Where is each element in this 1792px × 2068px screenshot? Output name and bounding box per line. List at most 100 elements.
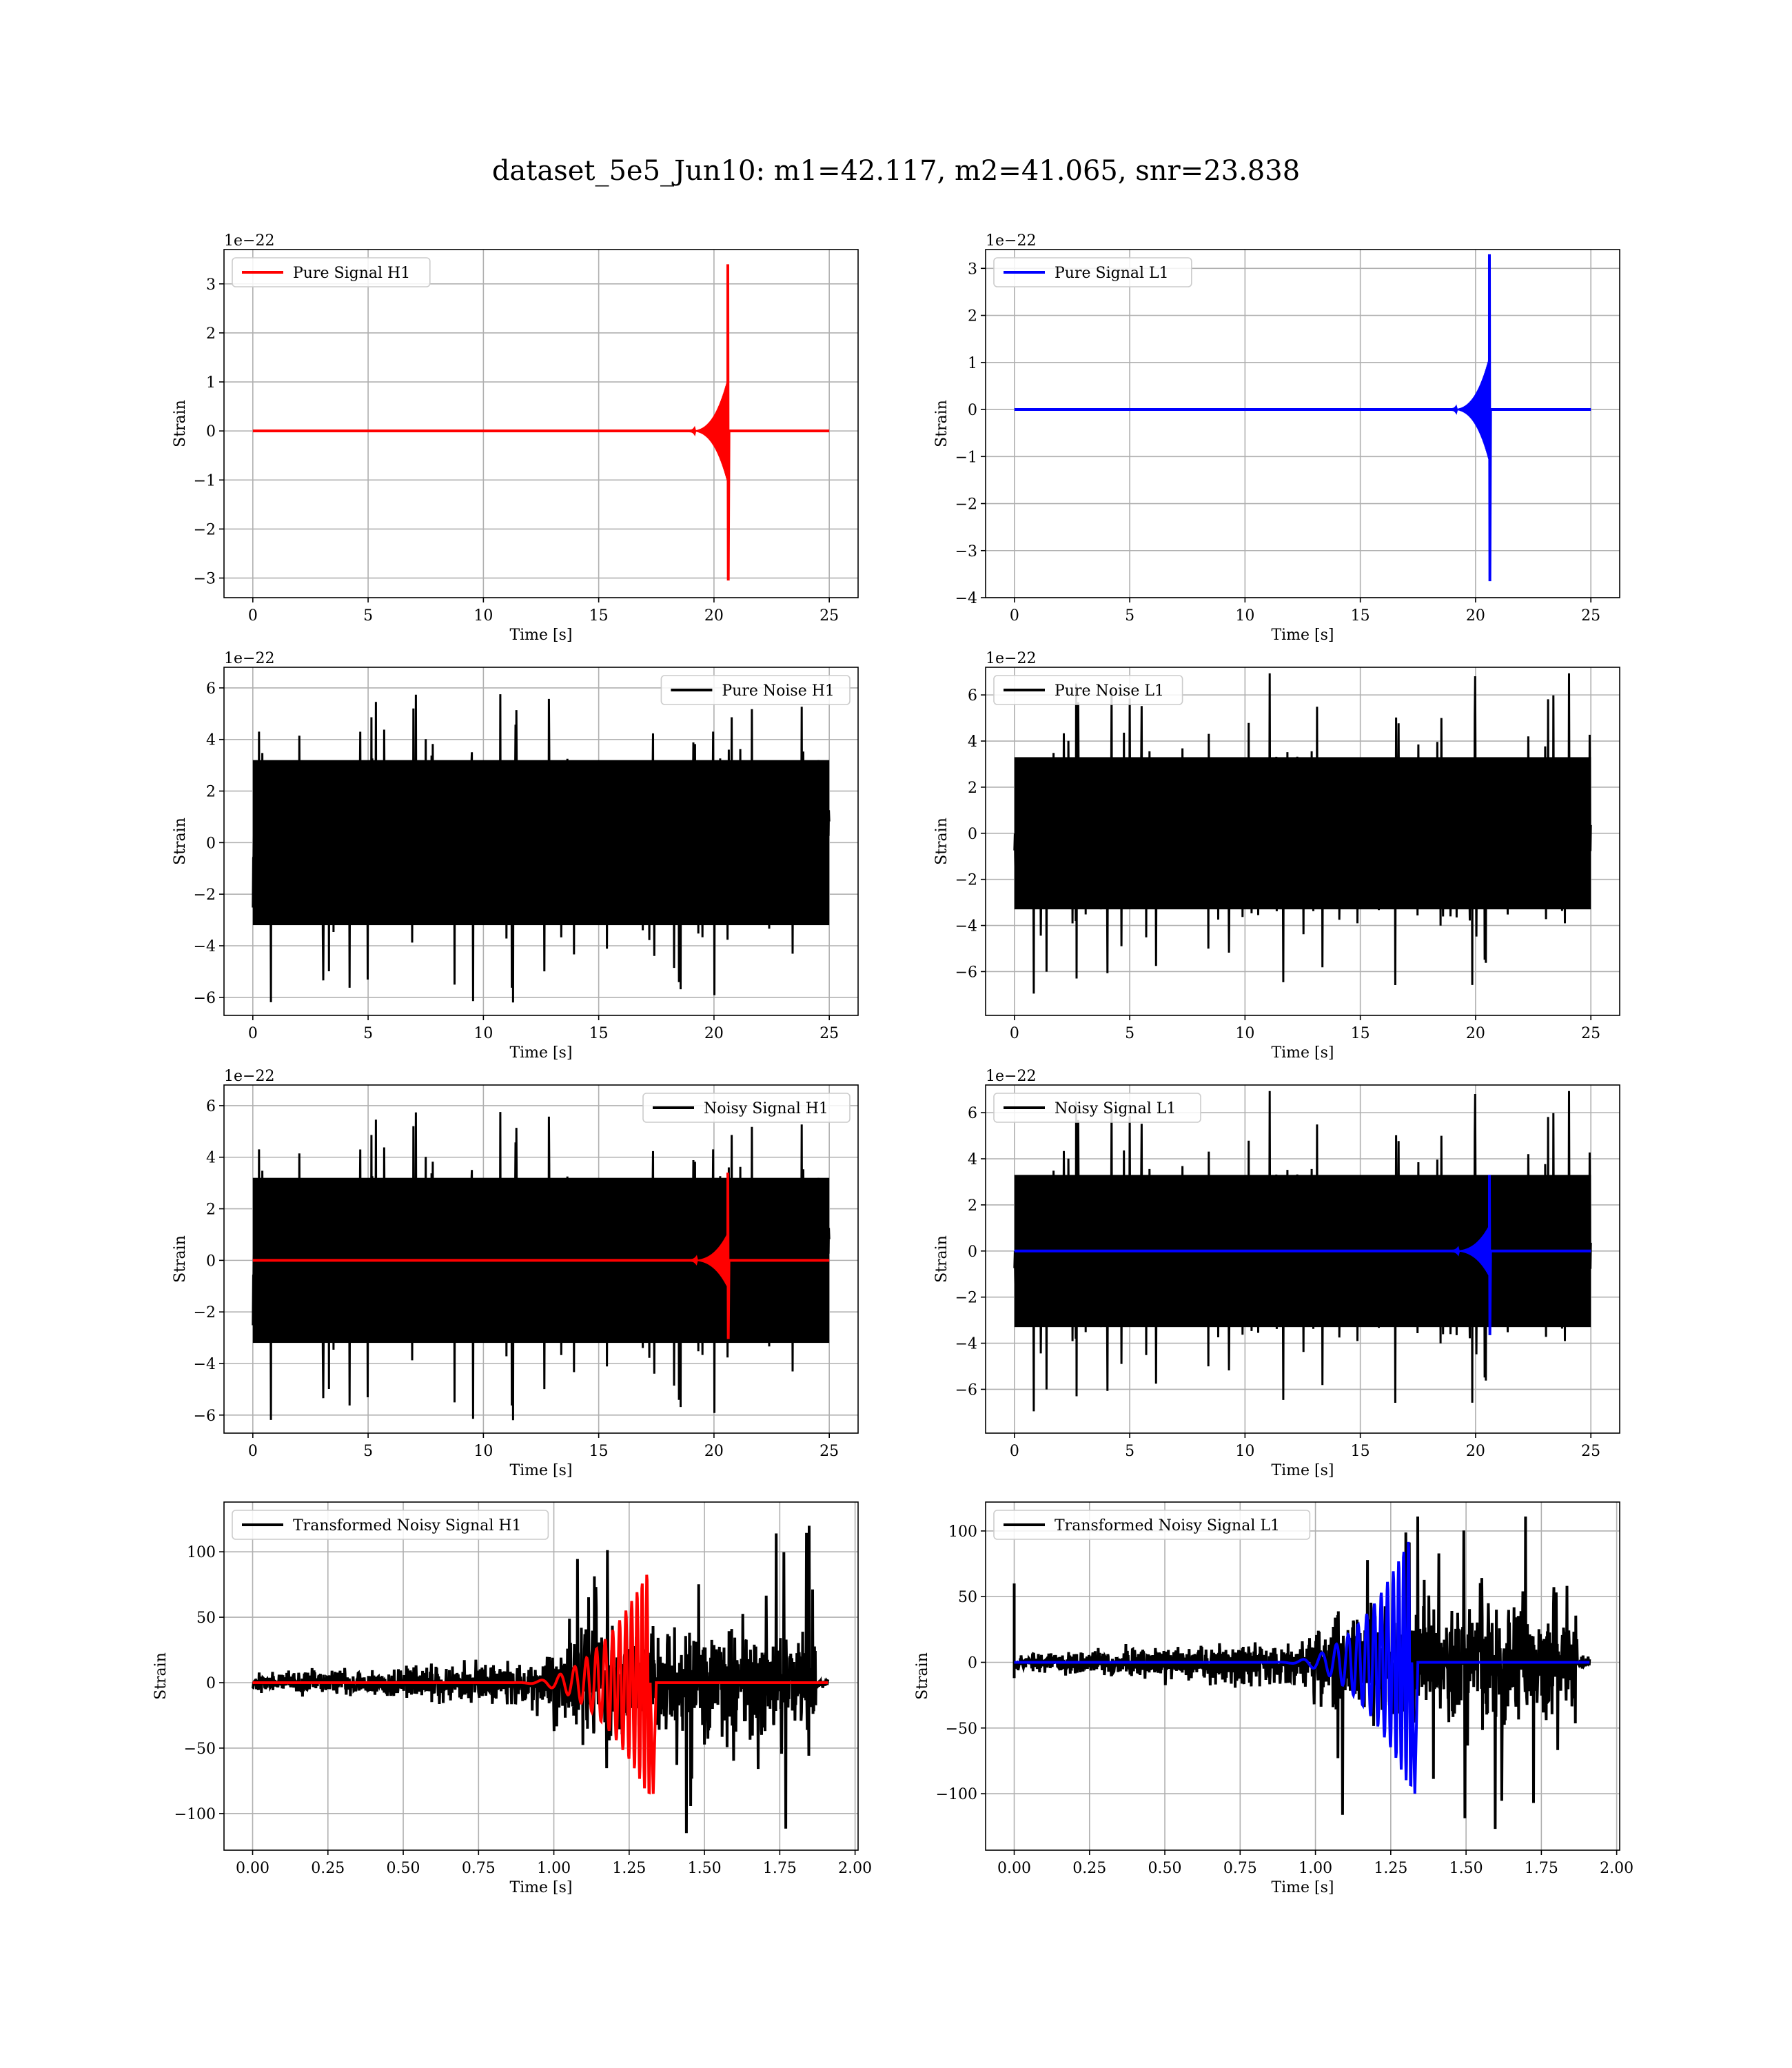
series-pure-noise-l1-core bbox=[1014, 757, 1591, 910]
y-tick-label: −3 bbox=[955, 543, 977, 560]
x-tick-label: 5 bbox=[363, 607, 373, 625]
x-tick-label: 25 bbox=[1581, 607, 1600, 625]
y-tick-label: 50 bbox=[958, 1589, 977, 1606]
x-axis-label: Time [s] bbox=[1271, 627, 1334, 644]
x-tick-label: 20 bbox=[704, 1025, 724, 1042]
x-tick-label: 1.25 bbox=[1374, 1860, 1407, 1877]
x-tick-label: 5 bbox=[363, 1443, 373, 1460]
x-tick-label: 20 bbox=[704, 607, 724, 625]
legend: Pure Noise L1 bbox=[993, 675, 1183, 705]
x-tick-label: 0 bbox=[248, 1025, 258, 1042]
x-axis-label: Time [s] bbox=[509, 1462, 572, 1479]
y-tick-label: −2 bbox=[194, 521, 216, 538]
legend-box bbox=[660, 675, 851, 705]
y-tick-label: 2 bbox=[968, 780, 977, 797]
figure-title: dataset_5e5_Jun10: m1=42.117, m2=41.065,… bbox=[491, 155, 1301, 187]
axis-offset-label: 1e−22 bbox=[224, 650, 274, 667]
axes-frame bbox=[985, 667, 1620, 1016]
y-tick-label: 4 bbox=[968, 733, 977, 751]
x-tick-label: 15 bbox=[589, 1025, 609, 1042]
plot-area bbox=[1014, 254, 1591, 582]
y-tick-label: −50 bbox=[946, 1721, 977, 1738]
plot-area bbox=[1012, 1516, 1591, 1829]
subplot-pure-noise-h1: 0 5 10 15 20 25 −6 −4 −2 0 2 4 6 Time [s] Strain 1e−22 P… bbox=[172, 650, 859, 1062]
x-tick-label: 1.50 bbox=[1449, 1860, 1483, 1877]
legend: Pure Signal L1 bbox=[993, 257, 1192, 287]
x-tick-label: 15 bbox=[1351, 607, 1370, 625]
y-tick-label: −1 bbox=[955, 449, 977, 466]
plot-area bbox=[1013, 673, 1592, 994]
legend-label: Noisy Signal H1 bbox=[704, 1100, 828, 1117]
x-tick-label: 0 bbox=[1010, 1025, 1019, 1042]
legend-box bbox=[232, 257, 431, 287]
subplot-transformed-h1: 0.00 0.25 0.50 0.75 1.00 1.25 1.50 1.75 2.00 −100… bbox=[152, 1501, 872, 1896]
y-tick-label: 6 bbox=[206, 1098, 216, 1115]
x-tick-label: 1.00 bbox=[1299, 1860, 1332, 1877]
y-tick-label: −4 bbox=[194, 1356, 216, 1373]
legend-box bbox=[993, 675, 1183, 705]
y-tick-label: −4 bbox=[194, 938, 216, 955]
x-tick-label: 0.25 bbox=[311, 1860, 345, 1877]
y-tick-label: −1 bbox=[194, 472, 216, 489]
axes-frame bbox=[223, 667, 859, 1016]
legend: Transformed Noisy Signal H1 bbox=[232, 1510, 549, 1540]
legend: Noisy Signal L1 bbox=[993, 1093, 1201, 1123]
y-axis-label: Strain bbox=[172, 400, 189, 447]
y-tick-label: 0 bbox=[206, 423, 216, 440]
subplot-noisy-signal-l1: 0 5 10 15 20 25 −6 −4 −2 0 2 4 6 Time [s] Strain 1e−22 N… bbox=[933, 1068, 1620, 1479]
series-transformed-noisy-signal-h1 bbox=[251, 1525, 830, 1834]
y-tick-label: 2 bbox=[206, 325, 216, 343]
y-tick-label: 2 bbox=[206, 1202, 216, 1219]
x-tick-label: 5 bbox=[1125, 1025, 1134, 1042]
y-tick-label: 1 bbox=[206, 374, 216, 392]
x-tick-label: 10 bbox=[1235, 607, 1254, 625]
y-tick-label: 3 bbox=[968, 261, 977, 278]
y-tick-label: −2 bbox=[955, 496, 977, 514]
x-tick-label: 10 bbox=[474, 607, 493, 625]
x-tick-label: 25 bbox=[1581, 1025, 1600, 1042]
x-tick-label: 1.75 bbox=[763, 1860, 797, 1877]
axes-frame bbox=[985, 249, 1620, 598]
x-tick-label: 25 bbox=[819, 607, 839, 625]
y-tick-label: 6 bbox=[206, 680, 216, 698]
series-noisy-signal-h1-overlay bbox=[252, 1173, 830, 1339]
legend-box bbox=[993, 1510, 1311, 1540]
x-tick-label: 0 bbox=[1010, 1443, 1019, 1460]
y-tick-label: 50 bbox=[196, 1610, 216, 1627]
y-tick-label: 4 bbox=[206, 732, 216, 749]
subplot-transformed-l1: 0.00 0.25 0.50 0.75 1.00 1.25 1.50 1.75 2.00 −100… bbox=[914, 1501, 1633, 1896]
legend-label: Pure Signal H1 bbox=[293, 265, 410, 282]
subplot-pure-signal-l1: 0 5 10 15 20 25 −4 −3 −2 −1 0 1 2 3 Time [s] Strain 1e−2… bbox=[933, 232, 1620, 644]
y-tick-label: 4 bbox=[968, 1151, 977, 1168]
x-tick-label: 5 bbox=[1125, 1443, 1134, 1460]
x-axis-label: Time [s] bbox=[1271, 1044, 1334, 1062]
legend-box bbox=[232, 1510, 549, 1540]
axes-frame bbox=[985, 1084, 1620, 1434]
y-tick-label: 3 bbox=[206, 276, 216, 294]
axes-frame bbox=[223, 1501, 859, 1851]
x-tick-label: 25 bbox=[819, 1443, 839, 1460]
legend: Pure Signal H1 bbox=[232, 257, 431, 287]
axis-offset-label: 1e−22 bbox=[986, 232, 1036, 250]
x-tick-label: 2.00 bbox=[838, 1860, 872, 1877]
legend-box bbox=[642, 1093, 851, 1123]
y-axis-label: Strain bbox=[152, 1652, 170, 1700]
y-tick-label: −2 bbox=[194, 886, 216, 904]
y-tick-label: 4 bbox=[206, 1150, 216, 1167]
y-tick-label: −100 bbox=[174, 1806, 216, 1823]
plot-area bbox=[252, 264, 830, 581]
x-tick-label: 10 bbox=[1235, 1443, 1254, 1460]
x-tick-label: 10 bbox=[474, 1025, 493, 1042]
y-axis-label: Strain bbox=[172, 818, 189, 865]
axis-offset-label: 1e−22 bbox=[986, 1068, 1036, 1085]
y-tick-label: −6 bbox=[955, 964, 977, 981]
axis-offset-label: 1e−22 bbox=[986, 650, 1036, 667]
x-tick-label: 2.00 bbox=[1600, 1860, 1633, 1877]
y-tick-label: 2 bbox=[968, 308, 977, 325]
y-tick-label: 1 bbox=[968, 355, 977, 372]
x-tick-label: 0.75 bbox=[1223, 1860, 1257, 1877]
x-tick-label: 0 bbox=[1010, 607, 1019, 625]
y-tick-label: 0 bbox=[206, 835, 216, 852]
x-tick-label: 1.00 bbox=[537, 1860, 571, 1877]
subplot-pure-signal-h1: 0 5 10 15 20 25 −3 −2 −1 0 1 2 3 Time [s] Strain 1e−22 P… bbox=[172, 232, 859, 644]
